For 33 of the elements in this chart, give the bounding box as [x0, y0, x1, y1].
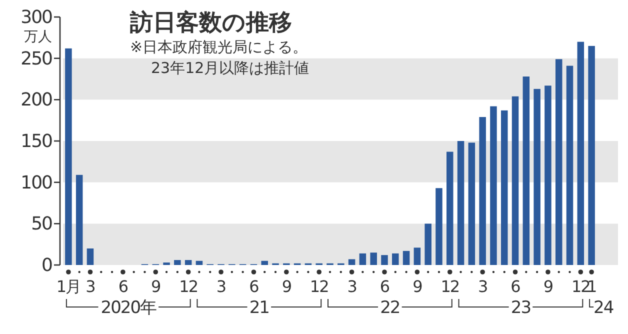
y-tick-label: 50	[31, 214, 53, 235]
y-axis-title: 万人	[24, 29, 52, 45]
y-tick-label: 200	[20, 90, 53, 111]
x-tick-label: 9	[282, 277, 292, 296]
text: 2020年	[100, 298, 158, 318]
x-tick-label: 3	[86, 277, 95, 296]
y-tick-label: 300	[20, 7, 53, 28]
x-tick-label: 1月	[56, 277, 81, 296]
annotation: 23年12月以降は推計値	[151, 59, 310, 77]
x-tick-label: 12	[440, 277, 460, 296]
x-tick-label: 3	[216, 277, 226, 296]
annotation: ※日本政府観光局による。	[130, 38, 308, 56]
text: 22	[380, 298, 400, 318]
x-tick-label: 6	[510, 277, 521, 296]
x-tick-label: 12	[179, 277, 198, 296]
y-tick-label: 150	[20, 131, 53, 152]
x-tick-label: 6	[249, 277, 260, 296]
x-tick-label: 3	[347, 277, 356, 296]
text: 21	[249, 298, 270, 318]
text: 23	[510, 298, 531, 318]
y-tick-label: 0	[42, 255, 53, 276]
x-tick-label: 12	[571, 277, 590, 296]
x-tick-label: 9	[412, 277, 423, 296]
text: 24	[594, 298, 614, 318]
x-tick-label: 3	[478, 277, 488, 296]
chart-title: 訪日客数の推移	[129, 9, 292, 36]
x-tick-label: 12	[310, 277, 328, 296]
x-tick-label: 6	[118, 277, 128, 296]
y-tick-label: 100	[20, 172, 53, 194]
x-tick-label: 9	[151, 277, 162, 296]
y-tick-label: 250	[20, 48, 53, 70]
x-tick-label: 9	[543, 277, 554, 296]
x-tick-label: 6	[380, 277, 390, 296]
